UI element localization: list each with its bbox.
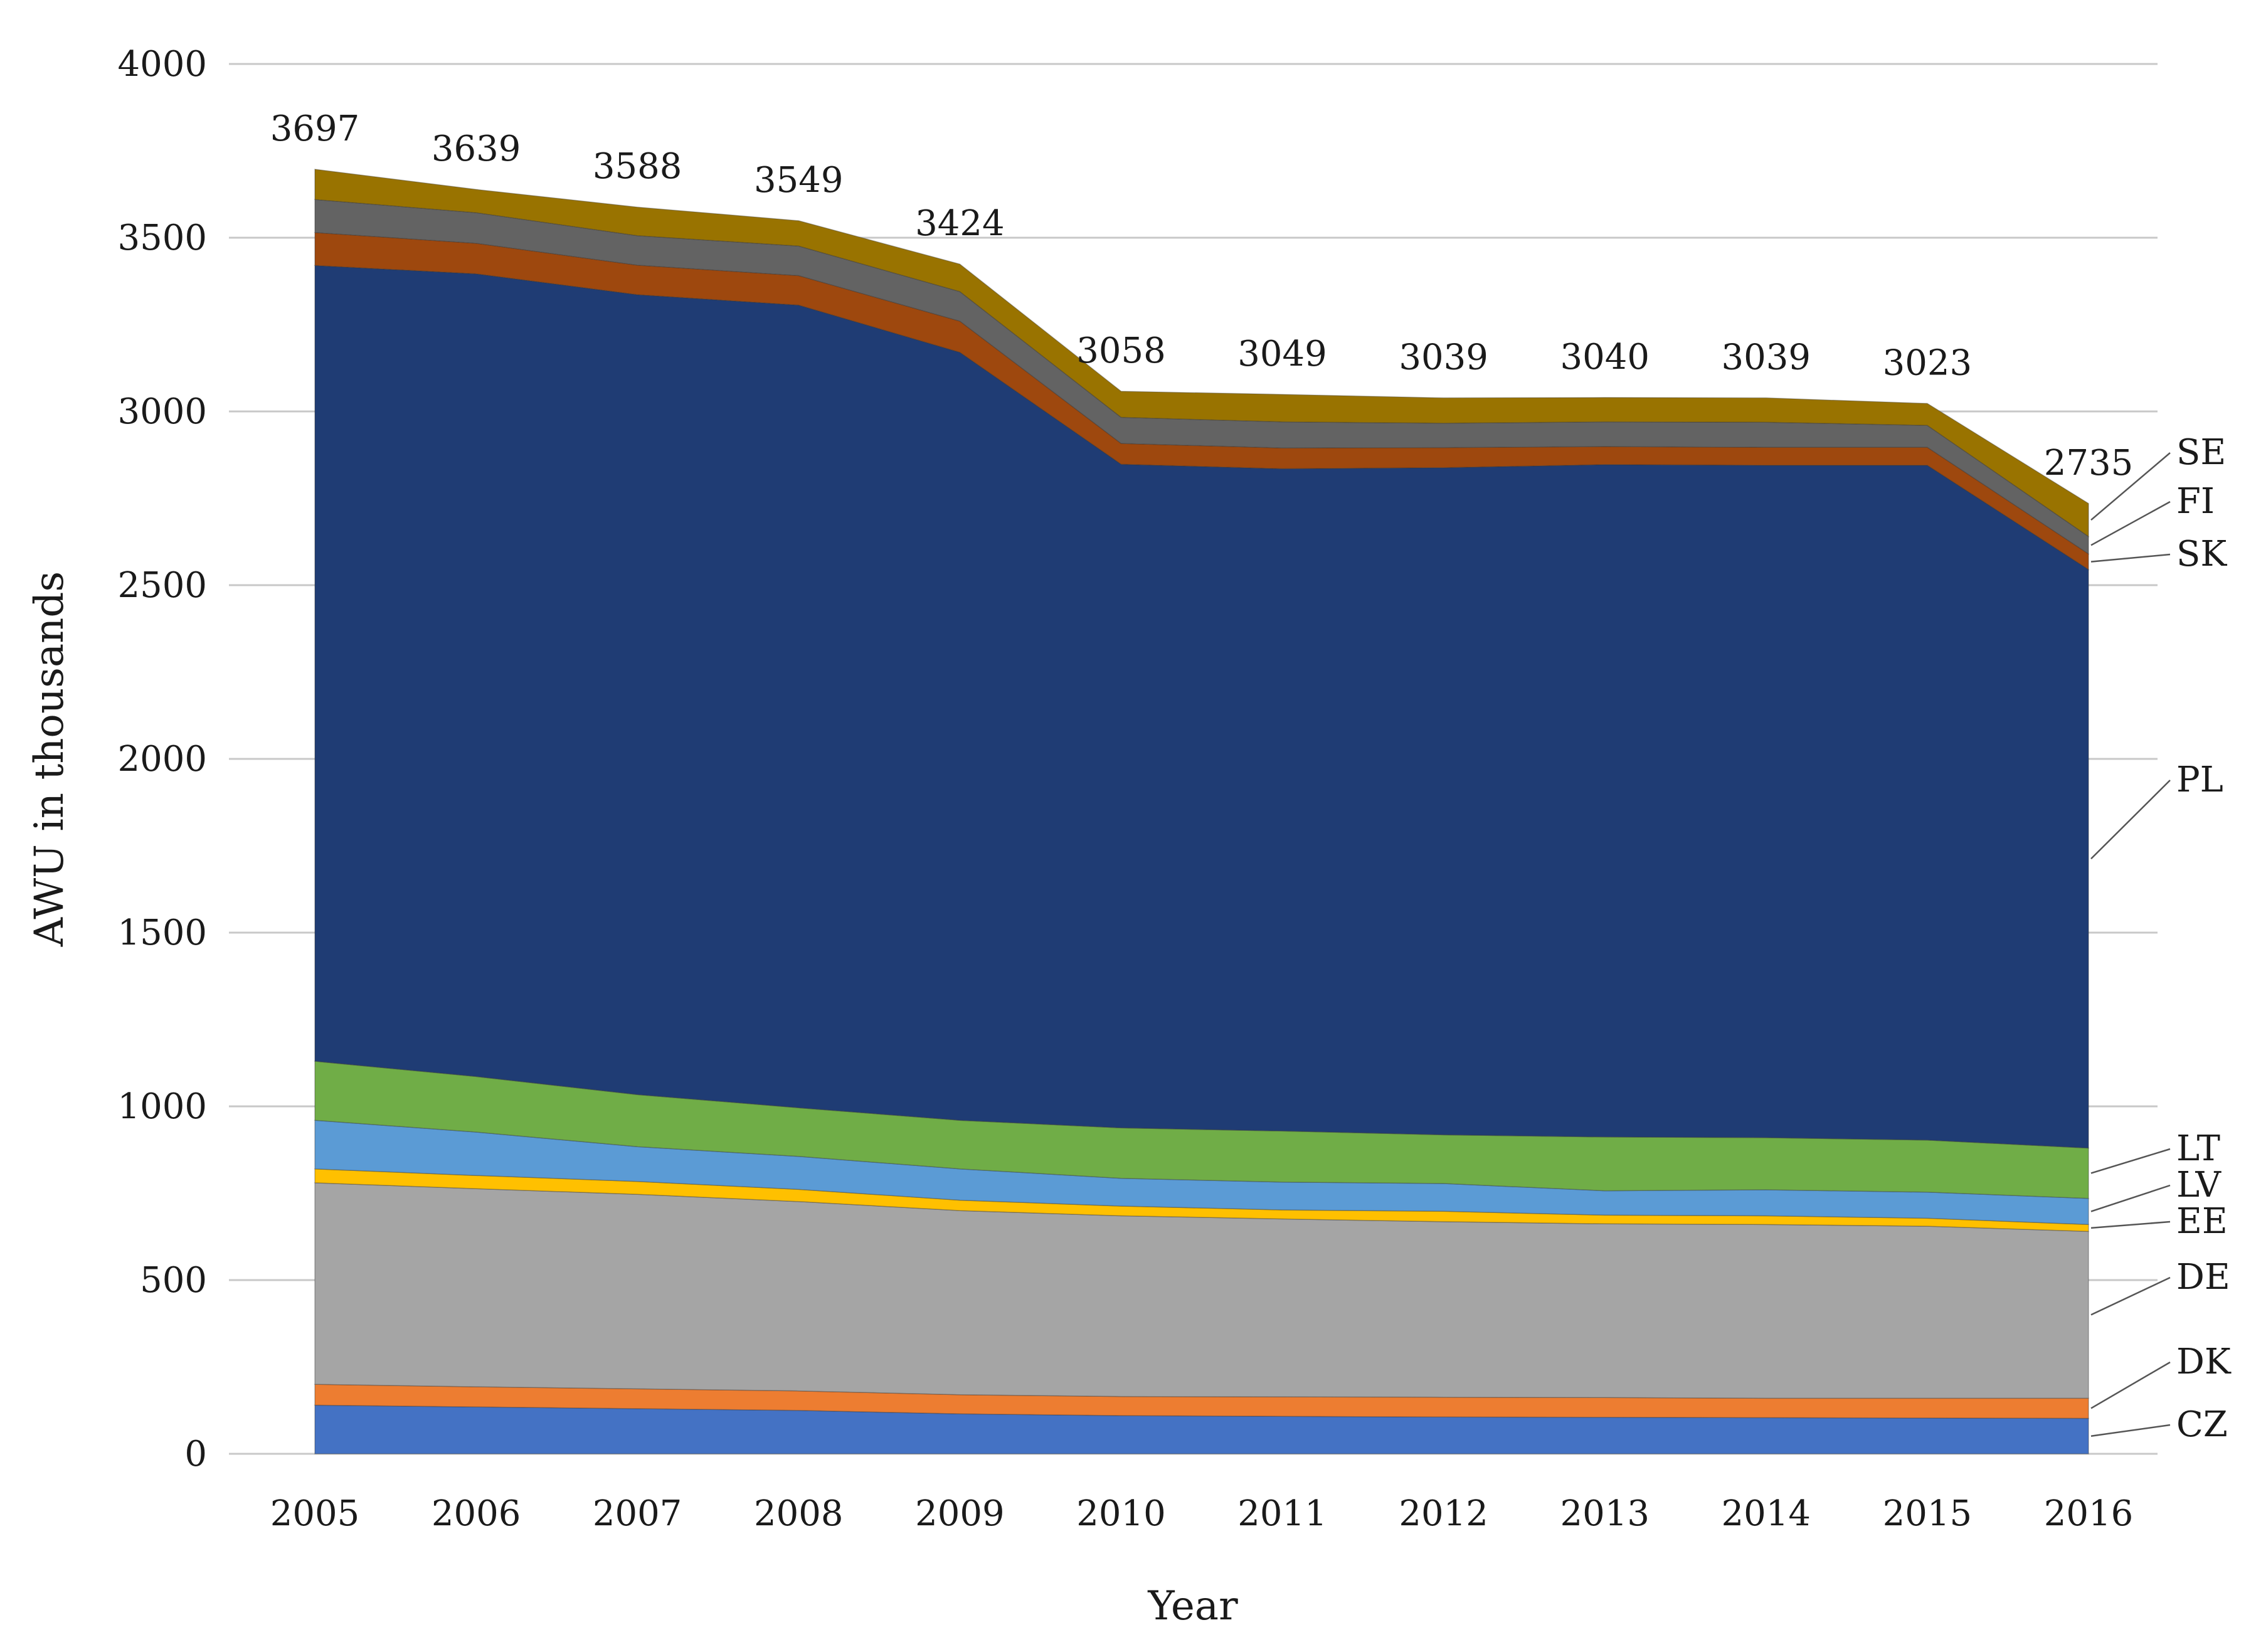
total-label: 3697 xyxy=(270,109,360,149)
total-label: 2735 xyxy=(2044,443,2134,484)
area-series-se xyxy=(314,169,2089,537)
legend-leader-cz xyxy=(2090,1424,2171,1437)
x-tick-label: 2013 xyxy=(1560,1493,1650,1534)
x-axis-title: Year xyxy=(1147,1583,1238,1629)
total-label: 3588 xyxy=(593,146,682,187)
legend-label-se: SE xyxy=(2176,432,2226,473)
y-axis-title: AWU in thousands xyxy=(26,571,73,947)
legend-leader-lv xyxy=(2090,1184,2171,1212)
y-tick-label: 500 xyxy=(140,1260,207,1301)
x-tick-label: 2016 xyxy=(2044,1493,2134,1534)
legend-label-pl: PL xyxy=(2176,760,2223,800)
y-tick-label: 2500 xyxy=(117,565,207,606)
legend-label-dk: DK xyxy=(2176,1342,2232,1382)
total-value-labels: 3697 3639 3588 3549 3424 3058 3049 3039 3040 3039… xyxy=(270,109,2134,484)
x-tick-label: 2009 xyxy=(915,1493,1005,1534)
total-label: 3058 xyxy=(1076,331,1166,371)
y-tick-label: 4000 xyxy=(117,44,207,85)
legend-label-lt: LT xyxy=(2176,1128,2220,1169)
x-tick-label: 2011 xyxy=(1237,1493,1327,1534)
x-tick-label: 2012 xyxy=(1399,1493,1488,1534)
legend-leader-fi xyxy=(2090,500,2171,546)
legend-leader-de xyxy=(2090,1276,2171,1316)
y-tick-label: 1500 xyxy=(117,913,207,953)
total-label: 3639 xyxy=(432,129,521,169)
x-tick-label: 2006 xyxy=(432,1493,521,1534)
x-tick-label: 2008 xyxy=(754,1493,844,1534)
x-tick-label: 2014 xyxy=(1722,1493,1811,1534)
x-axis-ticks: 2005 2006 2007 2008 2009 2010 2011 2012 2013 2014… xyxy=(270,1493,2134,1534)
x-tick-label: 2010 xyxy=(1076,1493,1166,1534)
legend-leader-ee xyxy=(2090,1220,2171,1229)
total-label: 3023 xyxy=(1883,342,1973,383)
x-tick-label: 2015 xyxy=(1883,1493,1973,1534)
area-series-layer xyxy=(314,169,2089,1454)
legend-label-lv: LV xyxy=(2176,1165,2222,1205)
legend-leader-dk xyxy=(2090,1361,2171,1409)
legend-label-fi: FI xyxy=(2176,481,2215,522)
total-label: 3049 xyxy=(1237,334,1327,374)
x-tick-label: 2005 xyxy=(270,1493,360,1534)
y-tick-label: 0 xyxy=(184,1434,207,1475)
legend-leader-pl xyxy=(2090,780,2171,860)
y-tick-label: 2000 xyxy=(117,739,207,780)
y-tick-label: 1000 xyxy=(117,1086,207,1127)
total-label: 3039 xyxy=(1399,337,1488,378)
legend-leader-lt xyxy=(2090,1148,2171,1174)
legend-label-ee: EE xyxy=(2176,1201,2228,1242)
y-axis-ticks: 0 500 1000 1500 2000 2500 3000 3500 4000 xyxy=(117,44,207,1475)
total-label: 3039 xyxy=(1722,337,1811,378)
y-tick-label: 3500 xyxy=(117,218,207,258)
total-label: 3040 xyxy=(1560,337,1650,378)
legend-label-sk: SK xyxy=(2176,534,2227,574)
x-tick-label: 2007 xyxy=(593,1493,682,1534)
legend-label-cz: CZ xyxy=(2176,1404,2228,1445)
legend-leader-se xyxy=(2090,452,2171,521)
legend-label-de: DE xyxy=(2176,1257,2230,1298)
total-label: 3549 xyxy=(754,160,844,201)
legend-leader-sk xyxy=(2090,553,2171,563)
total-label: 3424 xyxy=(915,203,1005,244)
y-tick-label: 3000 xyxy=(117,391,207,432)
